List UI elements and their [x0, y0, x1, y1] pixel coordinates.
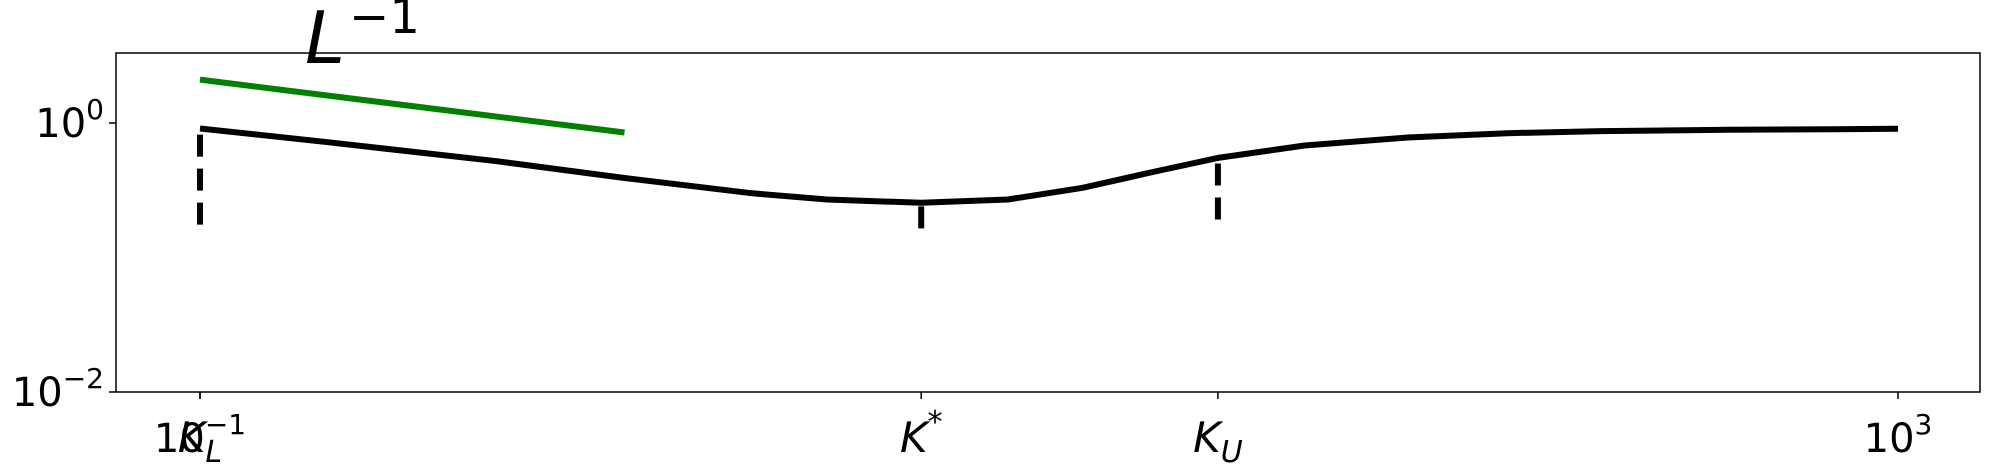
chart-marks: L−1 100 10−2 10−1 103 KL K* KU [12, 0, 1933, 470]
x-named-tick-label-K_U: KU [1193, 413, 1243, 470]
reference-slope-label: L−1 [305, 0, 420, 80]
series-line-0 [199, 125, 1899, 206]
x-named-tick-label-K_star: K* [900, 405, 943, 462]
y-tick-label-1: 10−2 [12, 362, 104, 416]
x-tick-label-1: 103 [1864, 408, 1933, 462]
y-tick-label-0: 100 [35, 93, 104, 147]
reference-slope-line [199, 76, 625, 136]
x-tick-label-0: 10−1 [154, 408, 246, 462]
x-named-tick-label-K_L: KL [178, 413, 222, 470]
plot-area-frame [115, 52, 1981, 393]
